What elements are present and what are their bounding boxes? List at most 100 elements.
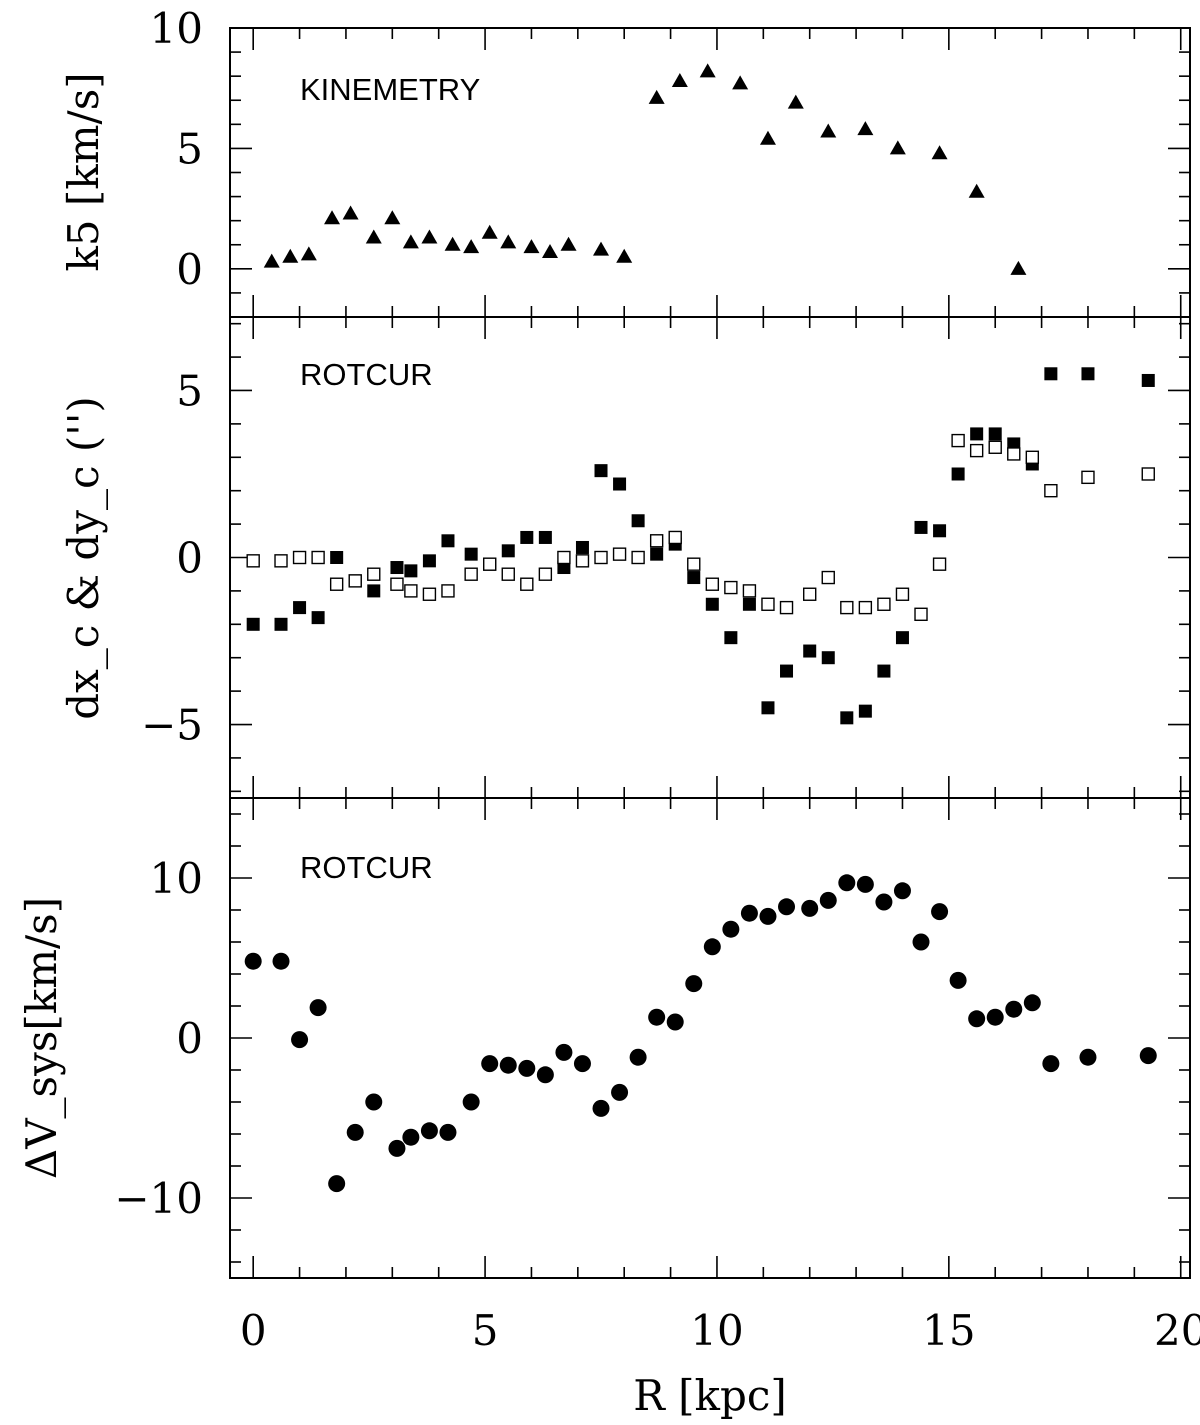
triangle-point — [282, 248, 299, 263]
circle-point — [462, 1093, 480, 1111]
panel-rotcur-center: −5 0 5 dx_c & dy_c ('') ROTCUR — [59, 316, 1191, 799]
open-square-point — [668, 530, 682, 545]
triangle-point — [402, 234, 419, 249]
triangle-point — [342, 205, 359, 220]
triangle-point — [481, 224, 498, 239]
y-tick-label: 10 — [150, 854, 203, 903]
open-square-point — [1007, 447, 1021, 461]
circle-point — [986, 1008, 1004, 1026]
open-square-point — [895, 587, 910, 601]
x-tick-label: 20 — [1154, 1306, 1200, 1355]
open-square-point — [501, 567, 515, 581]
filled-square-point — [724, 631, 738, 645]
filled-square-point — [441, 534, 455, 548]
panel-rotcur-vsys-ylabel: ΔV_sys[km/s] — [17, 897, 66, 1179]
circle-point — [685, 975, 703, 993]
triangle-point — [968, 183, 985, 198]
y-tick-label: −5 — [141, 701, 203, 750]
open-square-point — [1141, 467, 1155, 481]
panel-rotcur-center-ticks — [230, 317, 1190, 798]
open-square-point — [575, 554, 590, 568]
circle-point — [481, 1055, 499, 1073]
panel-rotcur-vsys-marks — [244, 874, 1157, 1193]
filled-square-point — [895, 631, 909, 645]
triangle-point — [857, 121, 874, 136]
panel-kinemetry-annotation: KINEMETRY — [300, 72, 480, 107]
panel-rotcur-vsys-annotation: ROTCUR — [300, 850, 433, 885]
open-square-point — [779, 600, 794, 615]
y-tick-label: −10 — [114, 1174, 203, 1223]
open-square-point — [464, 567, 478, 581]
open-square-point — [761, 597, 775, 611]
x-axis-tick-labels: 0 5 10 15 20 — [240, 1306, 1200, 1355]
open-square-point — [969, 443, 984, 458]
circle-point — [1023, 994, 1041, 1012]
circle-point — [536, 1066, 554, 1084]
open-square-point — [988, 440, 1002, 454]
filled-square-point — [821, 651, 835, 665]
circle-point — [740, 904, 758, 922]
open-square-point — [292, 550, 307, 565]
open-square-point — [649, 534, 664, 548]
filled-square-point — [840, 711, 854, 725]
open-square-point — [329, 577, 344, 591]
circle-point — [722, 920, 740, 938]
triangle-point — [542, 243, 558, 258]
open-square-point — [932, 557, 947, 571]
triangle-point — [263, 253, 280, 268]
open-square-point — [687, 557, 701, 571]
filled-square-point — [594, 464, 608, 478]
circle-point — [272, 952, 290, 970]
y-tick-label: 5 — [176, 366, 203, 415]
filled-square-point — [970, 427, 984, 441]
filled-square-point — [293, 601, 307, 615]
filled-square-point — [1081, 367, 1095, 381]
panel-rotcur-center-y-tick-labels: −5 0 5 — [141, 366, 203, 749]
triangle-point — [324, 210, 341, 225]
filled-square-point — [780, 664, 794, 678]
open-square-point — [877, 597, 891, 611]
triangle-point — [931, 145, 948, 160]
y-tick-label: 0 — [176, 245, 203, 294]
filled-square-point — [803, 644, 817, 658]
filled-square-point — [687, 571, 701, 585]
circle-point — [666, 1013, 684, 1031]
circle-point — [388, 1139, 406, 1157]
circle-point — [875, 893, 893, 911]
triangle-point — [759, 130, 776, 145]
open-square-point — [367, 567, 381, 581]
circle-point — [244, 952, 262, 970]
filled-square-point — [858, 704, 872, 718]
filled-square-point — [464, 547, 478, 561]
triangle-point — [560, 236, 577, 251]
filled-square-point — [631, 514, 645, 528]
circle-point — [968, 1010, 986, 1028]
triangle-point — [593, 241, 610, 256]
circle-point — [778, 898, 796, 916]
open-square-point — [594, 550, 608, 565]
circle-point — [309, 999, 327, 1017]
circle-point — [499, 1056, 517, 1074]
triangle-point — [444, 236, 461, 251]
panel-rotcur-center-marks — [246, 367, 1155, 725]
filled-square-point — [330, 551, 344, 564]
filled-square-point — [557, 561, 571, 575]
filled-square-point — [761, 701, 775, 715]
circle-point — [439, 1123, 457, 1141]
circle-point — [1079, 1048, 1097, 1066]
panel-kinemetry-y-tick-labels: 0 5 10 — [150, 4, 203, 294]
filled-square-point — [914, 520, 928, 534]
circle-point — [801, 899, 819, 917]
x-tick-label: 5 — [472, 1306, 499, 1355]
filled-square-point — [613, 477, 627, 491]
panel-rotcur-vsys: −10 0 10 ΔV_sys[km/s] ROTCUR — [17, 797, 1191, 1279]
triangle-point — [732, 75, 749, 90]
filled-square-point — [575, 540, 589, 554]
filled-square-point — [404, 564, 418, 578]
circle-point — [629, 1048, 647, 1066]
open-square-point — [520, 577, 534, 591]
triangle-point — [365, 229, 382, 244]
x-tick-label: 15 — [922, 1306, 975, 1355]
open-square-point — [705, 577, 720, 591]
